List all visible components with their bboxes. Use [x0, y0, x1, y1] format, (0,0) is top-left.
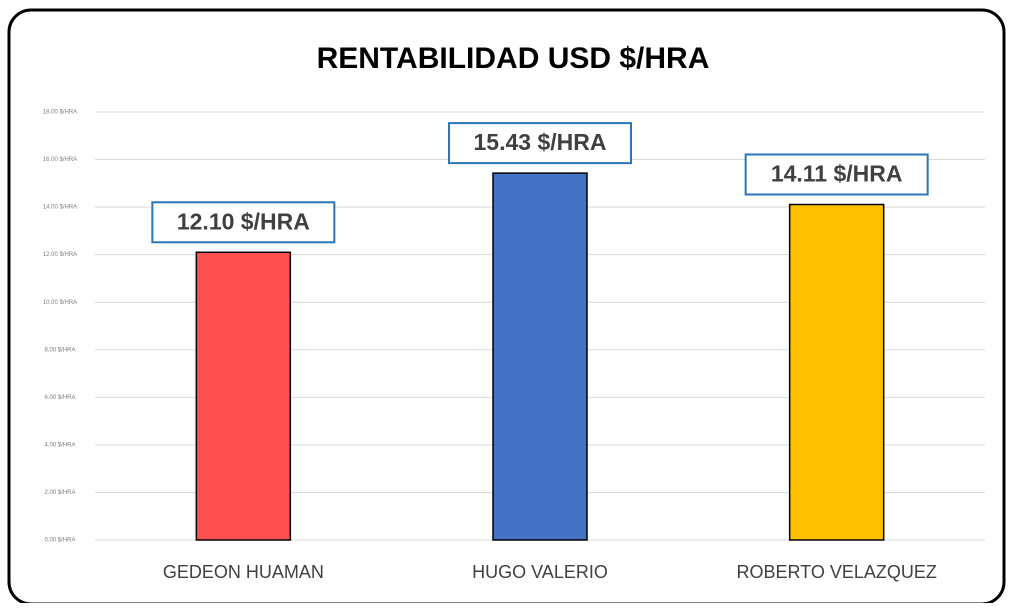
y-tick-label: 14.00 $/HRA — [43, 205, 77, 211]
y-tick-label: 6.00 $/HRA — [44, 395, 75, 401]
bar — [492, 172, 588, 541]
y-tick-label: 18.00 $/HRA — [43, 110, 77, 116]
bar — [195, 251, 292, 541]
y-tick-label: 2.00 $/HRA — [44, 490, 75, 496]
chart-title: RENTABILIDAD USD $/HRA — [317, 42, 710, 75]
value-label-box — [448, 122, 632, 165]
y-tick-label: 12.00 $/HRA — [43, 252, 77, 258]
y-tick-label: 16.00 $/HRA — [43, 157, 77, 163]
y-tick-label: 4.00 $/HRA — [44, 442, 75, 448]
value-label: 12.10 $/HRA — [177, 208, 310, 234]
bar — [788, 203, 885, 541]
value-label-box — [744, 153, 929, 196]
value-label: 15.43 $/HRA — [474, 129, 607, 155]
x-tick-label: GEDEON HUAMAN — [163, 562, 324, 582]
x-tick-label: ROBERTO VELAZQUEZ — [736, 562, 936, 582]
value-label: 14.11 $/HRA — [771, 161, 903, 187]
x-tick-label: HUGO VALERIO — [472, 562, 608, 582]
value-label-box — [151, 201, 336, 244]
y-tick-label: 0.00 $/HRA — [44, 538, 75, 544]
y-tick-label: 8.00 $/HRA — [44, 347, 75, 353]
y-tick-label: 10.00 $/HRA — [43, 300, 77, 306]
